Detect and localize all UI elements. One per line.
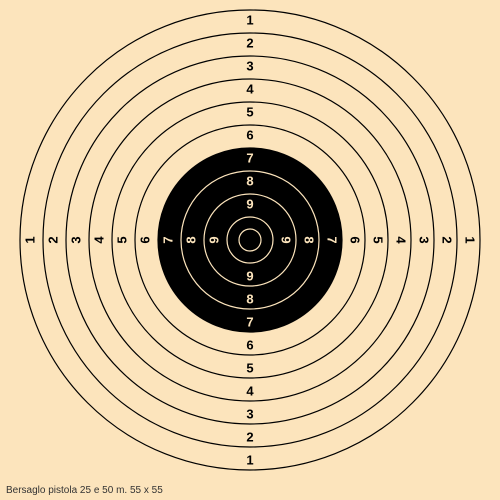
label-right-8: 8 <box>302 236 317 243</box>
label-left-3: 3 <box>69 236 84 243</box>
label-right-5: 5 <box>371 236 386 243</box>
label-bottom-3: 3 <box>246 407 253 422</box>
label-left-9: 9 <box>207 236 222 243</box>
label-right-1: 1 <box>463 236 478 243</box>
label-bottom-4: 4 <box>246 384 254 399</box>
label-top-4: 4 <box>246 82 254 97</box>
label-right-9: 9 <box>279 236 294 243</box>
label-top-5: 5 <box>246 105 253 120</box>
label-top-9: 9 <box>246 197 253 212</box>
label-left-5: 5 <box>115 236 130 243</box>
label-top-3: 3 <box>246 59 253 74</box>
label-right-7: 7 <box>325 236 340 243</box>
label-bottom-5: 5 <box>246 361 253 376</box>
label-left-7: 7 <box>161 236 176 243</box>
label-left-2: 2 <box>46 236 61 243</box>
target-svg: 1 1 1 1 2 2 2 2 3 3 3 3 4 4 4 4 5 5 5 5 6 6 6 6 7 7 7 7 8 8 8 8 9 9 9 9 <box>0 0 500 500</box>
label-top-1: 1 <box>246 13 253 28</box>
label-left-1: 1 <box>23 236 38 243</box>
label-top-7: 7 <box>246 151 253 166</box>
label-bottom-8: 8 <box>246 292 253 307</box>
label-top-8: 8 <box>246 174 253 189</box>
target-container: 1 1 1 1 2 2 2 2 3 3 3 3 4 4 4 4 5 5 5 5 6 6 6 6 7 7 7 7 8 8 8 8 9 9 9 9 Ber… <box>0 0 500 500</box>
label-bottom-9: 9 <box>246 269 253 284</box>
label-left-6: 6 <box>138 236 153 243</box>
label-bottom-6: 6 <box>246 338 253 353</box>
label-left-8: 8 <box>184 236 199 243</box>
caption: Bersaglo pistola 25 e 50 m. 55 x 55 <box>6 485 163 496</box>
label-right-2: 2 <box>440 236 455 243</box>
label-right-6: 6 <box>348 236 363 243</box>
label-top-2: 2 <box>246 36 253 51</box>
label-left-4: 4 <box>92 236 107 244</box>
label-right-3: 3 <box>417 236 432 243</box>
label-bottom-2: 2 <box>246 430 253 445</box>
label-top-6: 6 <box>246 128 253 143</box>
label-right-4: 4 <box>394 236 409 244</box>
label-bottom-1: 1 <box>246 453 253 468</box>
label-bottom-7: 7 <box>246 315 253 330</box>
